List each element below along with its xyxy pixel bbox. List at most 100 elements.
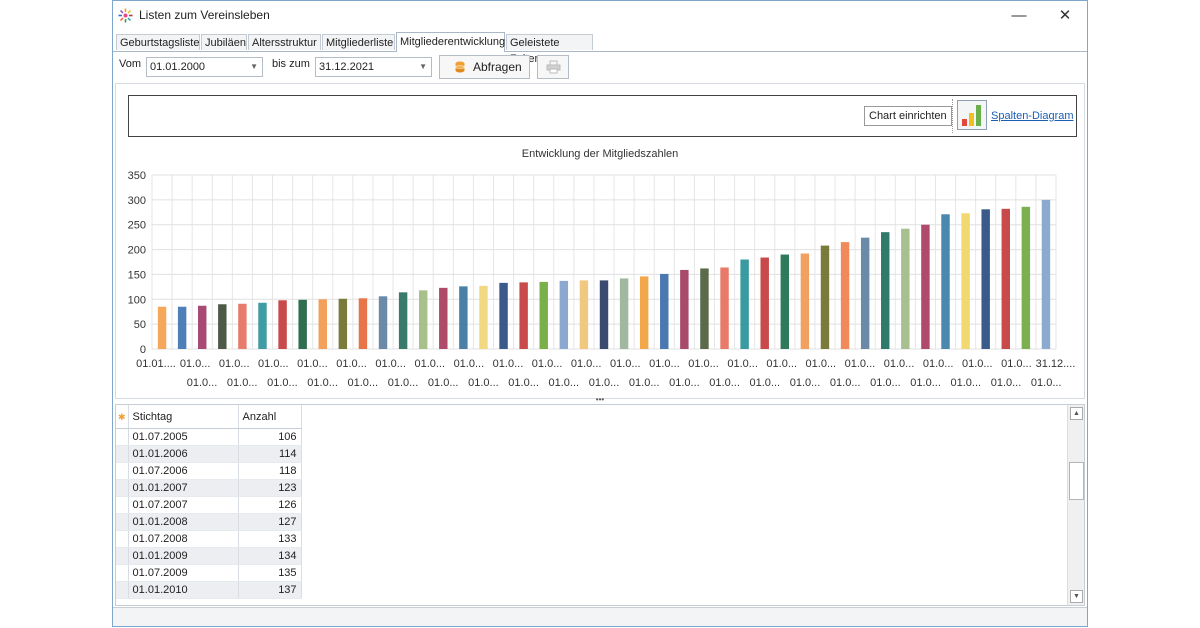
bar[interactable]: [298, 299, 307, 349]
cell-stichtag[interactable]: 01.01.2010: [128, 581, 239, 599]
chart-setup-button[interactable]: Chart einrichten: [864, 106, 952, 126]
cell-anzahl[interactable]: 134: [238, 547, 302, 565]
table-row[interactable]: 01.01.2008 127: [116, 513, 302, 531]
cell-stichtag[interactable]: 01.07.2005: [128, 428, 239, 446]
bar[interactable]: [238, 303, 247, 349]
bar[interactable]: [378, 296, 388, 349]
bar[interactable]: [258, 302, 267, 349]
row-indicator[interactable]: [116, 547, 129, 565]
table-row[interactable]: 01.01.2006 114: [116, 445, 302, 463]
vertical-scrollbar[interactable]: ▲ ▼: [1067, 405, 1084, 605]
bar[interactable]: [499, 282, 508, 349]
cell-stichtag[interactable]: 01.07.2008: [128, 530, 239, 548]
row-indicator[interactable]: [116, 513, 129, 531]
row-indicator[interactable]: [116, 581, 129, 599]
row-indicator[interactable]: [116, 462, 129, 480]
cell-stichtag[interactable]: 01.01.2008: [128, 513, 239, 531]
table-row[interactable]: 01.07.2009 135: [116, 564, 302, 582]
bar[interactable]: [680, 269, 689, 349]
cell-anzahl[interactable]: 133: [238, 530, 302, 548]
bar[interactable]: [780, 254, 790, 349]
bar[interactable]: [820, 245, 830, 349]
chevron-down-icon[interactable]: ▼: [250, 62, 258, 71]
bar[interactable]: [519, 282, 528, 349]
bar[interactable]: [800, 253, 810, 349]
bar[interactable]: [539, 281, 548, 349]
minimize-button[interactable]: —: [1011, 7, 1027, 24]
bar[interactable]: [177, 306, 187, 349]
scroll-thumb[interactable]: [1069, 462, 1084, 500]
bar[interactable]: [660, 273, 669, 349]
bar[interactable]: [941, 214, 950, 349]
bar[interactable]: [961, 213, 970, 349]
table-row[interactable]: 01.01.2007 123: [116, 479, 302, 497]
table-row[interactable]: 01.07.2008 133: [116, 530, 302, 548]
bar[interactable]: [418, 290, 428, 349]
chevron-down-icon[interactable]: ▼: [419, 62, 427, 71]
cell-stichtag[interactable]: 01.01.2006: [128, 445, 239, 463]
tab-jubilaeen[interactable]: Jubiläen: [201, 34, 247, 50]
row-indicator[interactable]: [116, 479, 129, 497]
grid-corner[interactable]: ✱: [116, 405, 129, 429]
bar[interactable]: [860, 237, 870, 349]
tab-geburtstagsliste[interactable]: Geburtstagsliste: [116, 34, 200, 50]
column-header-stichtag[interactable]: Stichtag: [128, 405, 239, 429]
bar[interactable]: [901, 228, 910, 349]
cell-anzahl[interactable]: 127: [238, 513, 302, 531]
cell-stichtag[interactable]: 01.01.2007: [128, 479, 239, 497]
tab-mitgliederentwicklung[interactable]: Mitgliederentwicklung: [396, 32, 505, 52]
cell-anzahl[interactable]: 126: [238, 496, 302, 514]
bar[interactable]: [198, 305, 207, 349]
cell-anzahl[interactable]: 123: [238, 479, 302, 497]
bar[interactable]: [439, 287, 448, 349]
scroll-up-arrow[interactable]: ▲: [1070, 407, 1083, 420]
bar[interactable]: [639, 276, 649, 349]
table-row[interactable]: 01.07.2007 126: [116, 496, 302, 514]
row-indicator[interactable]: [116, 428, 129, 446]
query-button[interactable]: Abfragen: [439, 55, 530, 79]
bar[interactable]: [720, 267, 729, 349]
cell-stichtag[interactable]: 01.07.2006: [128, 462, 239, 480]
bar[interactable]: [921, 224, 930, 349]
bar[interactable]: [579, 280, 589, 349]
bar[interactable]: [398, 292, 408, 349]
splitter-handle[interactable]: •••: [595, 395, 605, 404]
cell-anzahl[interactable]: 106: [238, 428, 302, 446]
cell-anzahl[interactable]: 135: [238, 564, 302, 582]
row-indicator[interactable]: [116, 445, 129, 463]
bar[interactable]: [840, 242, 850, 349]
bar[interactable]: [1001, 208, 1010, 349]
bar[interactable]: [760, 257, 769, 349]
bar[interactable]: [218, 304, 227, 349]
table-row[interactable]: 01.07.2005 106: [116, 428, 302, 446]
row-indicator[interactable]: [116, 564, 129, 582]
bar-chart-icon[interactable]: [957, 100, 987, 130]
bar[interactable]: [559, 280, 569, 349]
row-indicator[interactable]: [116, 530, 129, 548]
bar[interactable]: [278, 300, 287, 349]
bar[interactable]: [700, 268, 709, 349]
bar[interactable]: [981, 209, 990, 349]
bar[interactable]: [881, 232, 890, 349]
cell-stichtag[interactable]: 01.01.2009: [128, 547, 239, 565]
to-date-field[interactable]: 31.12.2021 ▼: [315, 57, 432, 77]
scroll-down-arrow[interactable]: ▼: [1070, 590, 1083, 603]
tab-geleistete-zeiten[interactable]: Geleistete Zeiten: [506, 34, 593, 65]
bar[interactable]: [740, 259, 749, 349]
tab-mitgliederliste[interactable]: Mitgliederliste: [322, 34, 395, 50]
table-row[interactable]: 01.07.2006 118: [116, 462, 302, 480]
cell-anzahl[interactable]: 118: [238, 462, 302, 480]
cell-stichtag[interactable]: 01.07.2007: [128, 496, 239, 514]
bar[interactable]: [1041, 199, 1051, 349]
bar[interactable]: [338, 298, 348, 349]
bar[interactable]: [358, 298, 368, 349]
bar[interactable]: [157, 306, 167, 349]
bar[interactable]: [619, 278, 629, 349]
table-row[interactable]: 01.01.2010 137: [116, 581, 302, 599]
tab-altersstruktur[interactable]: Altersstruktur: [248, 34, 321, 50]
cell-anzahl[interactable]: 137: [238, 581, 302, 599]
cell-anzahl[interactable]: 114: [238, 445, 302, 463]
bar[interactable]: [599, 280, 609, 349]
bar[interactable]: [459, 286, 468, 349]
column-header-anzahl[interactable]: Anzahl: [238, 405, 302, 429]
